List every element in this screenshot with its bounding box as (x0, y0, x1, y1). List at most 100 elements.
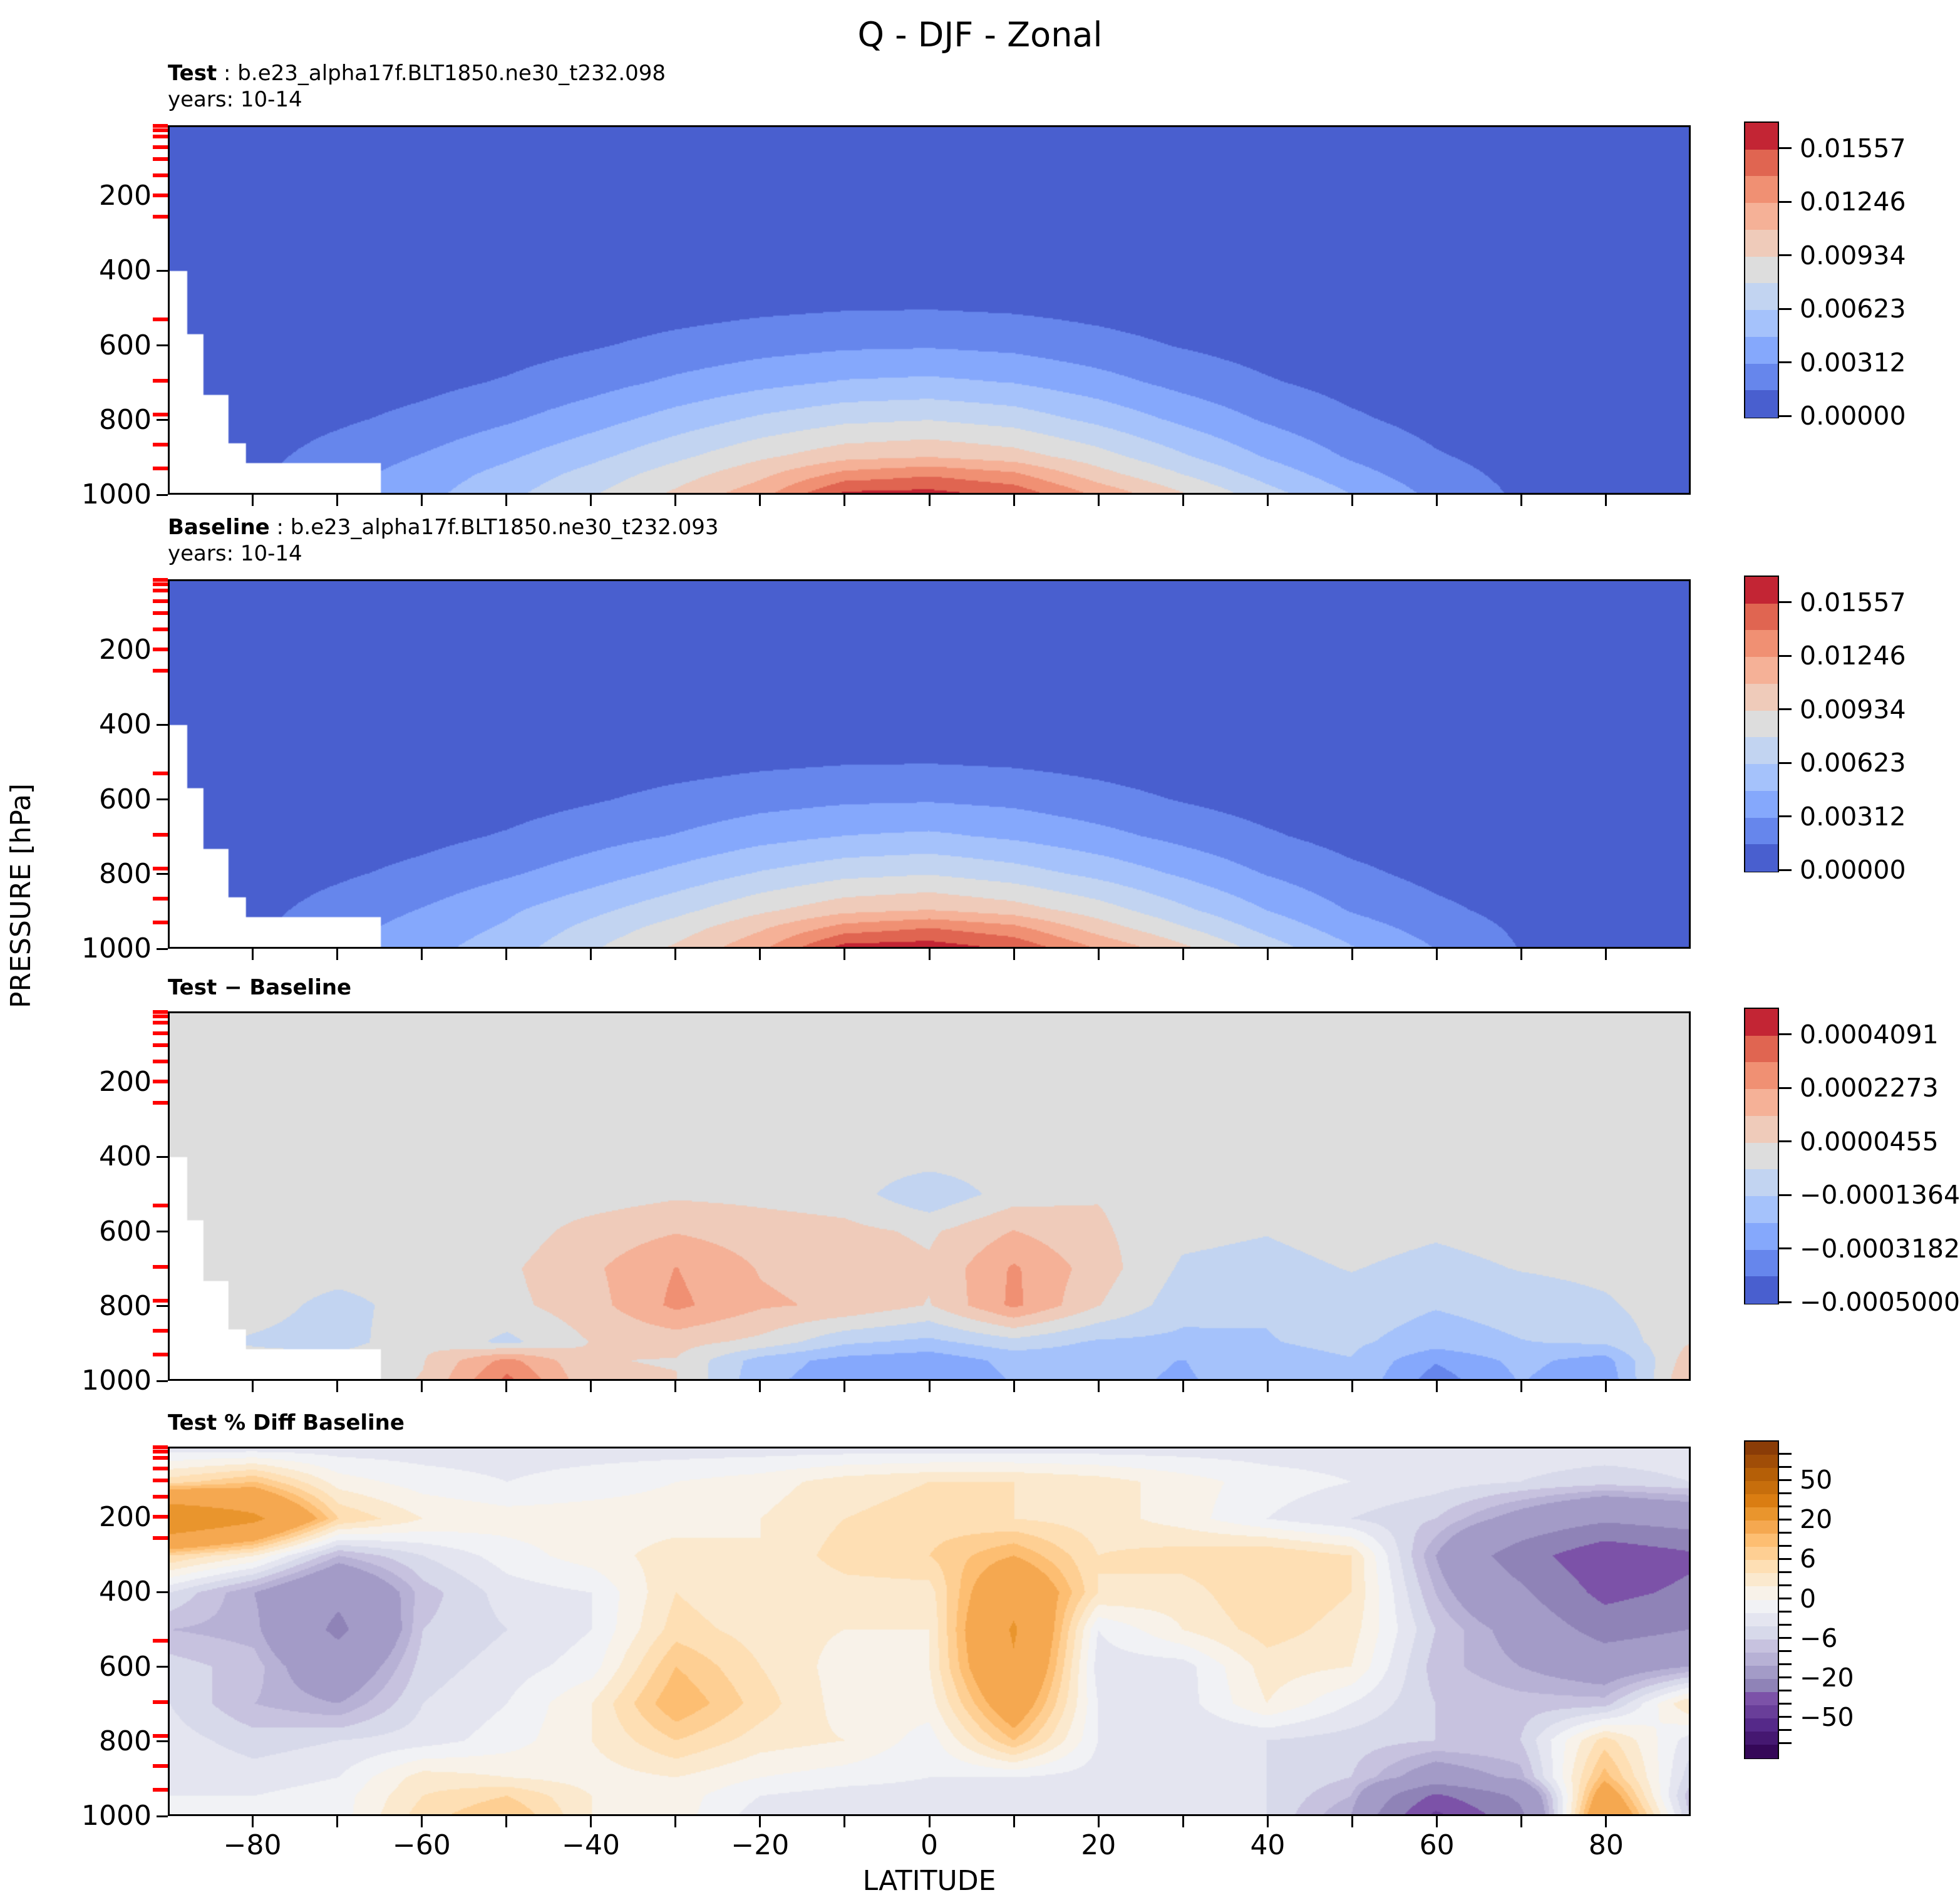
x-axis-tick (928, 949, 931, 960)
colorbar-diff (1744, 1008, 1779, 1304)
colorbar-tick (1779, 654, 1792, 657)
colorbar-minor-tick (1779, 1492, 1792, 1494)
colorbar-tick (1779, 1247, 1792, 1250)
x-axis-tick (843, 1381, 846, 1392)
colorbar-segment (1745, 710, 1778, 738)
y-axis-tick-label: 400 (99, 254, 152, 287)
x-axis-tick (1097, 1381, 1100, 1392)
colorbar-tick-label: −0.0001364 (1800, 1180, 1960, 1211)
model-level-mark (153, 578, 168, 582)
figure-title: Q - DJF - Zonal (857, 15, 1103, 54)
colorbar-tick (1779, 415, 1792, 417)
colorbar-tick (1779, 1301, 1792, 1303)
colorbar-tick-label: 0.01557 (1800, 587, 1906, 617)
model-level-mark (153, 1536, 168, 1540)
colorbar-tick-label: 0.01246 (1800, 187, 1906, 217)
y-axis-tick-label: 800 (99, 1289, 152, 1322)
colorbar-segment (1745, 1009, 1778, 1036)
colorbar-segment (1745, 1507, 1778, 1521)
x-axis-tick (928, 495, 931, 506)
colorbar-segment (1745, 390, 1778, 418)
colorbar-tick-label: 0.00623 (1800, 748, 1906, 778)
colorbar-segment (1745, 1222, 1778, 1251)
x-axis-tick (1520, 1381, 1523, 1392)
panel-diff-header: Test − Baseline (168, 975, 352, 1000)
colorbar-segment (1745, 657, 1778, 684)
colorbar-tick (1779, 762, 1792, 764)
x-axis-tick (674, 1381, 677, 1392)
colorbar-segment (1745, 1062, 1778, 1090)
x-axis-tick (1182, 1816, 1184, 1827)
y-axis-tick-label: 1000 (81, 478, 152, 510)
colorbar-segment (1745, 1196, 1778, 1224)
y-axis-tick-label: 200 (99, 1501, 152, 1534)
y-axis-tick (157, 1231, 168, 1233)
colorbar-tick-label: −20 (1800, 1662, 1854, 1693)
colorbar-minor-tick (1779, 1729, 1792, 1732)
colorbar-tick-label: 0.0000455 (1800, 1126, 1939, 1157)
x-axis-tick (590, 1381, 592, 1392)
model-level-mark (153, 896, 168, 901)
colorbar-segment (1745, 1481, 1778, 1495)
colorbar-segment (1745, 1586, 1778, 1601)
y-axis-tick (157, 873, 168, 875)
colorbar-tick-label: −0.0005000 (1800, 1287, 1960, 1317)
colorbar-tick (1779, 1716, 1792, 1718)
model-level-mark (153, 194, 168, 198)
colorbar-segment (1745, 1035, 1778, 1063)
x-axis-tick (590, 949, 592, 960)
colorbar-tick (1779, 1598, 1792, 1599)
colorbar-minor-tick (1779, 1742, 1792, 1745)
colorbar-tick (1779, 1557, 1792, 1560)
y-axis-tick (157, 1380, 168, 1382)
colorbar-minor-tick (1779, 1465, 1792, 1468)
x-axis-tick (1520, 495, 1523, 506)
model-level-mark (153, 669, 168, 673)
colorbar-tick (1779, 1676, 1792, 1679)
panel-baseline-years: years: 10-14 (168, 541, 302, 566)
model-level-mark (153, 157, 168, 161)
colorbar-segment (1745, 764, 1778, 792)
model-level-mark (153, 1298, 168, 1303)
colorbar-tick-label: 6 (1800, 1544, 1817, 1574)
y-axis-tick-label: 1000 (81, 1800, 152, 1832)
panel-baseline-header-name: : b.e23_alpha17f.BLT1850.ne30_t232.093 (269, 515, 719, 540)
colorbar-tick (1779, 601, 1792, 604)
colorbar-segment (1745, 1142, 1778, 1170)
x-axis-tick (759, 495, 761, 506)
x-axis-tick (251, 1816, 254, 1827)
model-level-mark (153, 124, 168, 128)
x-axis-tick-label: 40 (1250, 1829, 1286, 1861)
colorbar-tick-label: 0.01246 (1800, 641, 1906, 671)
model-level-mark (153, 599, 168, 603)
x-axis-tick-label: −80 (223, 1829, 282, 1861)
y-axis-tick (157, 798, 168, 801)
x-axis-tick (1436, 1816, 1438, 1827)
x-axis-tick (1182, 1381, 1184, 1392)
colorbar-segment (1745, 1744, 1778, 1758)
x-axis-tick (1436, 495, 1438, 506)
colorbar-segment (1745, 603, 1778, 631)
x-axis-tick (420, 1816, 423, 1827)
x-axis-tick (1520, 949, 1523, 960)
model-level-mark (153, 1060, 168, 1064)
model-level-mark (153, 1101, 168, 1105)
x-axis-tick (336, 495, 338, 506)
model-level-mark (153, 1010, 168, 1015)
colorbar-segment (1745, 1442, 1778, 1455)
y-axis-tick-label: 200 (99, 1066, 152, 1098)
panel-test-header: Test : b.e23_alpha17f.BLT1850.ne30_t232.… (168, 60, 666, 86)
contour-field-baseline (170, 581, 1689, 947)
colorbar-tick (1779, 1518, 1792, 1521)
panel-test-header-case: Test (168, 61, 217, 86)
x-axis-tick (336, 1381, 338, 1392)
colorbar-segment (1745, 310, 1778, 338)
x-axis-tick (251, 1381, 254, 1392)
y-axis-tick-label: 800 (99, 1725, 152, 1757)
x-axis-tick (1605, 1816, 1607, 1827)
x-axis-tick (336, 949, 338, 960)
colorbar-tick (1779, 1033, 1792, 1036)
y-axis-tick (157, 344, 168, 347)
colorbar-segment (1745, 256, 1778, 284)
colorbar-segment (1745, 1718, 1778, 1732)
